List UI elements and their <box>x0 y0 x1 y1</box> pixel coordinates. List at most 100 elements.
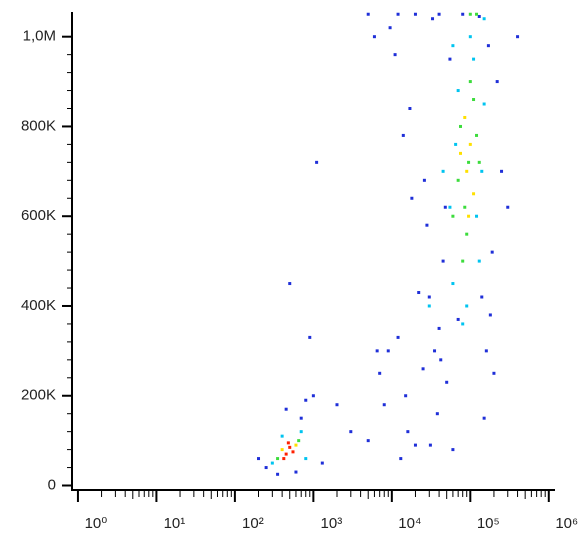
point <box>468 80 472 84</box>
point <box>459 151 463 155</box>
y-tick-label: 1,0M <box>23 28 56 45</box>
point <box>366 12 370 16</box>
point <box>304 457 308 461</box>
point <box>286 441 290 445</box>
x-tick-label: 10⁵ <box>477 515 500 532</box>
point <box>472 192 476 196</box>
point <box>441 259 445 263</box>
point <box>427 304 431 308</box>
point <box>475 12 479 16</box>
x-tick-label: 10¹ <box>164 515 186 532</box>
point <box>472 98 476 102</box>
point <box>417 291 421 295</box>
point <box>393 53 397 57</box>
point <box>448 57 452 61</box>
point <box>451 44 455 48</box>
point <box>477 160 481 164</box>
point <box>315 160 319 164</box>
point <box>488 313 492 317</box>
point <box>482 416 486 420</box>
point <box>280 434 284 438</box>
point <box>468 142 472 146</box>
point <box>465 304 469 308</box>
point <box>468 12 472 16</box>
point <box>404 394 408 398</box>
point <box>437 326 441 330</box>
point <box>382 403 386 407</box>
point <box>486 44 490 48</box>
y-tick-label: 600K <box>21 207 56 224</box>
point <box>299 416 303 420</box>
point <box>294 443 298 447</box>
point <box>475 214 479 218</box>
point <box>516 35 520 39</box>
point <box>465 232 469 236</box>
point <box>463 205 467 209</box>
point <box>276 457 280 461</box>
point <box>435 412 439 416</box>
point <box>433 349 437 353</box>
point <box>396 335 400 339</box>
point <box>408 106 412 110</box>
x-tick-label: 10⁴ <box>398 515 421 532</box>
point <box>456 178 460 182</box>
point <box>441 169 445 173</box>
point <box>304 398 308 402</box>
x-tick-label: 10² <box>242 515 264 532</box>
point <box>461 322 465 326</box>
point <box>431 17 435 21</box>
point <box>477 14 481 18</box>
point <box>445 380 449 384</box>
point <box>448 205 452 209</box>
point <box>399 457 403 461</box>
point <box>443 205 447 209</box>
point <box>406 430 410 434</box>
point <box>437 12 441 16</box>
point <box>401 133 405 137</box>
point <box>378 371 382 375</box>
point <box>461 12 465 16</box>
point <box>270 461 274 465</box>
point <box>422 178 426 182</box>
point <box>500 169 504 173</box>
point <box>484 349 488 353</box>
point <box>320 461 324 465</box>
y-tick-label: 400K <box>21 297 56 314</box>
point <box>425 223 429 227</box>
point <box>396 12 400 16</box>
point <box>482 17 486 21</box>
point <box>308 335 312 339</box>
point <box>454 142 458 146</box>
x-tick-label: 10³ <box>321 515 343 532</box>
point <box>472 57 476 61</box>
point <box>311 394 315 398</box>
point <box>280 448 284 452</box>
point <box>428 443 432 447</box>
point <box>372 35 376 39</box>
point <box>349 430 353 434</box>
point <box>366 439 370 443</box>
point <box>291 450 295 454</box>
point <box>506 205 510 209</box>
point <box>495 80 499 84</box>
point <box>276 472 280 476</box>
point <box>386 349 390 353</box>
y-tick-label: 0 <box>48 476 56 493</box>
point <box>264 466 268 470</box>
point <box>288 282 292 286</box>
point <box>465 169 469 173</box>
point <box>477 259 481 263</box>
point <box>480 169 484 173</box>
x-tick-label: 10⁶ <box>555 515 578 532</box>
point <box>467 214 471 218</box>
point <box>335 403 339 407</box>
point <box>284 407 288 411</box>
point <box>456 89 460 93</box>
point <box>451 448 455 452</box>
point <box>375 349 379 353</box>
y-tick-label: 200K <box>21 387 56 404</box>
point <box>288 445 292 449</box>
point <box>451 282 455 286</box>
point <box>388 26 392 30</box>
